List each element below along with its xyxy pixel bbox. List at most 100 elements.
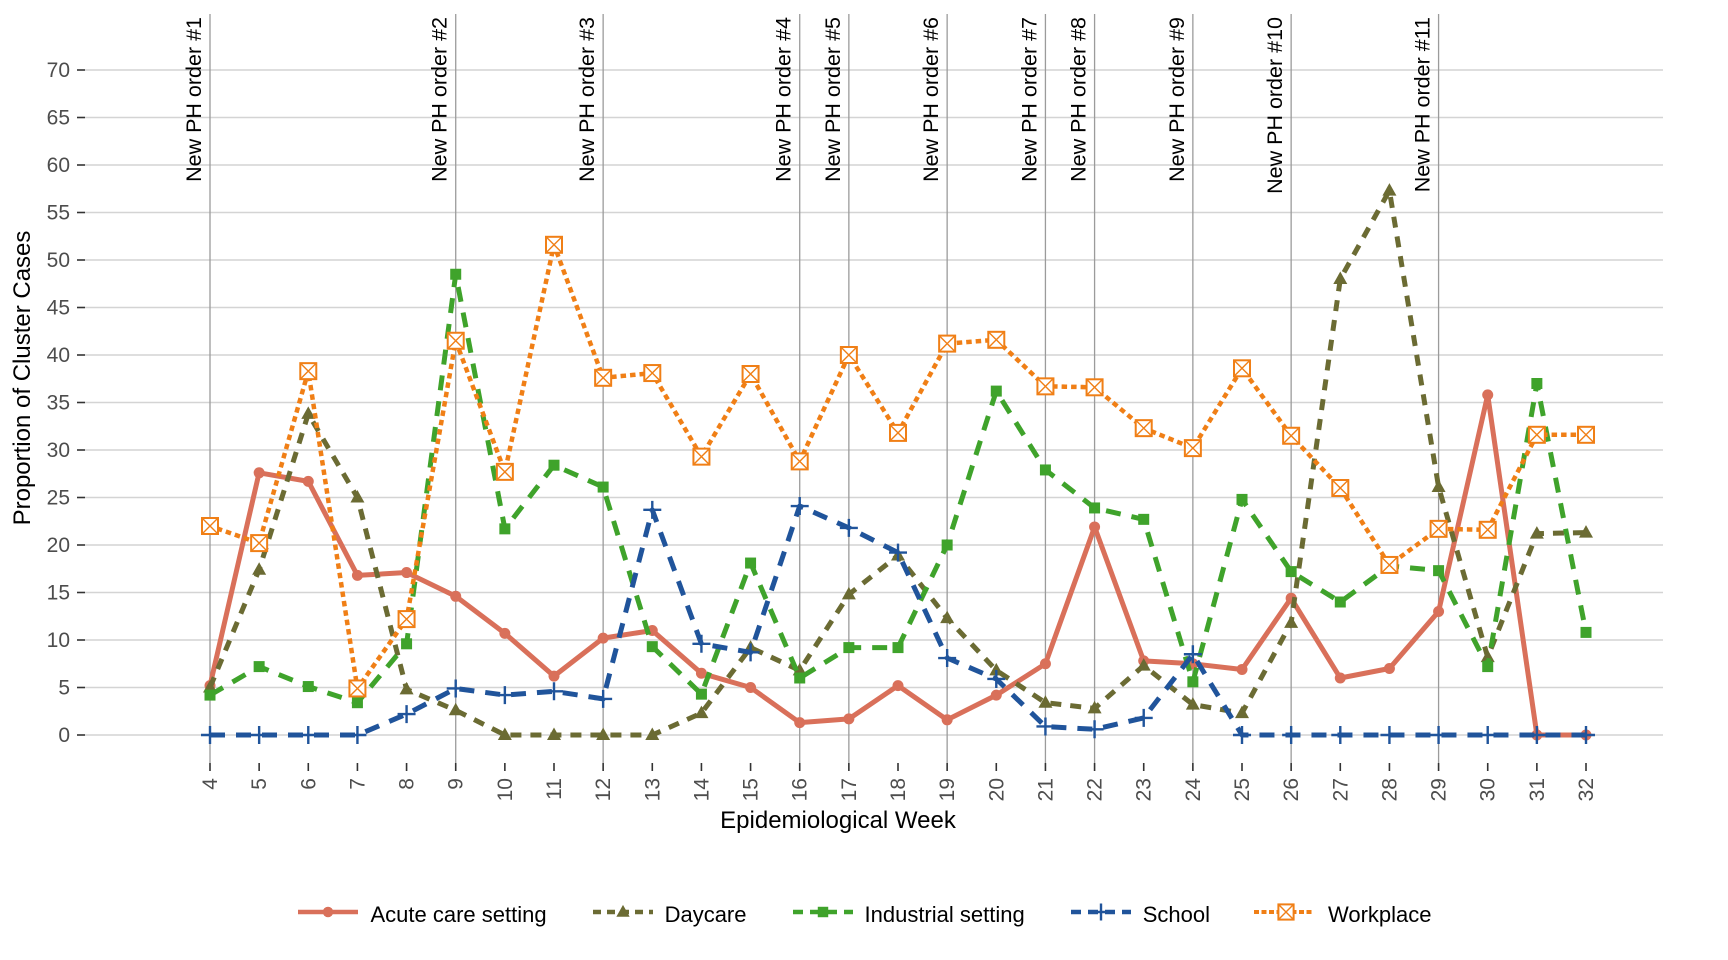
marker-crossed-square-workplace xyxy=(201,517,219,535)
marker-square-industrial-setting xyxy=(941,539,953,551)
marker-plus-school xyxy=(250,726,269,744)
marker-plus-school xyxy=(987,669,1006,688)
marker-square-industrial-setting xyxy=(1236,493,1248,505)
marker-crossed-square-workplace xyxy=(1430,520,1448,538)
x-tick-label: 23 xyxy=(1133,778,1156,801)
x-tick-label: 26 xyxy=(1280,778,1303,801)
marker-circle-acute-care-setting xyxy=(794,717,806,729)
industrial-line-square-icon xyxy=(791,898,855,931)
marker-triangle-daycare xyxy=(1087,700,1102,714)
x-tick-label: 27 xyxy=(1329,778,1352,801)
marker-plus-school xyxy=(839,518,858,537)
marker-plus-school xyxy=(1331,726,1350,744)
marker-plus-school xyxy=(643,500,662,519)
x-tick-label: 18 xyxy=(887,778,910,801)
y-tick-label: 15 xyxy=(47,582,70,605)
marker-crossed-square-workplace xyxy=(1233,359,1251,377)
legend-swatch-svg xyxy=(792,906,853,918)
marker-triangle-daycare xyxy=(399,681,414,695)
marker-square-industrial-setting xyxy=(499,523,511,535)
marker-triangle-daycare xyxy=(1235,705,1250,719)
marker-square-industrial-setting xyxy=(401,638,413,650)
marker-plus-school xyxy=(1429,726,1448,744)
series-line-school xyxy=(210,503,1586,738)
x-tick-label: 12 xyxy=(592,778,615,801)
marker-crossed-square-workplace xyxy=(398,610,416,628)
marker-circle-acute-care-setting xyxy=(1039,658,1051,670)
marker-square-industrial-setting xyxy=(1187,676,1199,688)
marker-triangle-daycare xyxy=(448,702,463,716)
marker-plus-school xyxy=(495,686,514,705)
series-line-daycare xyxy=(207,188,1587,738)
marker-circle-acute-care-setting xyxy=(941,714,953,726)
marker-crossed-square-workplace xyxy=(496,463,514,481)
marker-crossed-square-workplace xyxy=(250,534,268,552)
x-tick-label: 31 xyxy=(1526,778,1549,801)
marker-triangle-daycare xyxy=(940,610,955,624)
marker-crossed-square-workplace xyxy=(1331,479,1349,497)
marker-plus-school xyxy=(790,497,809,516)
marker-crossed-square-workplace xyxy=(447,332,465,350)
marker-crossed-square-workplace xyxy=(1135,419,1153,437)
marker-plus-school xyxy=(348,726,367,744)
x-tick-label: 9 xyxy=(445,778,468,790)
marker-triangle-daycare xyxy=(615,904,630,917)
x-axis-title: Epidemiological Week xyxy=(720,807,957,834)
marker-circle-acute-care-setting xyxy=(843,713,855,725)
workplace-line-crossed-square-icon xyxy=(1253,898,1318,931)
x-tick-label: 21 xyxy=(1034,778,1057,801)
marker-circle-acute-care-setting xyxy=(695,667,707,679)
y-tick-label: 40 xyxy=(47,344,70,367)
marker-circle-acute-care-setting xyxy=(1482,389,1494,401)
daycare-line-triangle-icon xyxy=(591,898,655,931)
legend-item-acute-care-setting: Acute care setting xyxy=(296,898,547,931)
marker-square-industrial-setting xyxy=(1482,661,1494,673)
legend-label: School xyxy=(1142,901,1210,927)
marker-crossed-square-workplace xyxy=(1036,377,1054,395)
marker-crossed-square-workplace xyxy=(1086,378,1104,396)
y-tick-label: 70 xyxy=(47,59,70,82)
marker-circle-acute-care-setting xyxy=(1334,672,1346,684)
marker-square-industrial-setting xyxy=(817,906,828,918)
y-tick-label: 55 xyxy=(47,202,70,225)
marker-crossed-square-workplace xyxy=(692,448,710,466)
marker-square-industrial-setting xyxy=(1039,464,1051,476)
marker-square-industrial-setting xyxy=(1089,502,1101,514)
marker-crossed-square-workplace xyxy=(1380,556,1398,574)
marker-circle-acute-care-setting xyxy=(1089,521,1101,533)
marker-plus-school xyxy=(938,649,957,668)
x-tick-label: 17 xyxy=(838,778,861,801)
x-tick-label: 19 xyxy=(936,778,959,801)
ph-order-label: New PH order #6 xyxy=(919,17,943,182)
marker-triangle-daycare xyxy=(1382,183,1397,196)
marker-plus-school xyxy=(1380,726,1399,744)
marker-triangle-daycare xyxy=(301,406,316,419)
marker-square-industrial-setting xyxy=(1138,513,1150,525)
ph-order-layer: New PH order #1 New PH order #2 New PH ord… xyxy=(182,14,1440,763)
marker-triangle-daycare xyxy=(841,586,856,600)
marker-crossed-square-workplace xyxy=(643,364,661,382)
marker-circle-acute-care-setting xyxy=(1433,606,1445,617)
y-tick-label: 60 xyxy=(47,154,70,177)
y-tick-label: 65 xyxy=(47,107,70,130)
marker-crossed-square-workplace xyxy=(938,335,956,353)
x-tick-label: 11 xyxy=(543,778,566,800)
x-tick-label: 15 xyxy=(740,778,763,801)
x-tick-label: 7 xyxy=(346,778,369,790)
legend-swatch-svg xyxy=(298,906,359,918)
marker-plus-school xyxy=(1527,726,1546,744)
marker-plus-school xyxy=(1183,645,1202,664)
marker-plus-school xyxy=(1478,726,1497,744)
x-tick-label: 22 xyxy=(1084,778,1107,801)
marker-triangle-daycare xyxy=(1529,526,1544,539)
x-tick-label: 30 xyxy=(1477,778,1500,801)
y-tick-label: 25 xyxy=(47,487,70,510)
x-tick-label: 5 xyxy=(248,778,271,790)
marker-plus-school xyxy=(201,726,219,744)
marker-plus-school xyxy=(889,543,908,562)
legend-item-workplace: Workplace xyxy=(1253,898,1432,931)
ph-order-label: New PH order #11 xyxy=(1411,17,1435,192)
x-tick-label: 14 xyxy=(690,778,713,802)
marker-triangle-daycare xyxy=(792,662,807,676)
